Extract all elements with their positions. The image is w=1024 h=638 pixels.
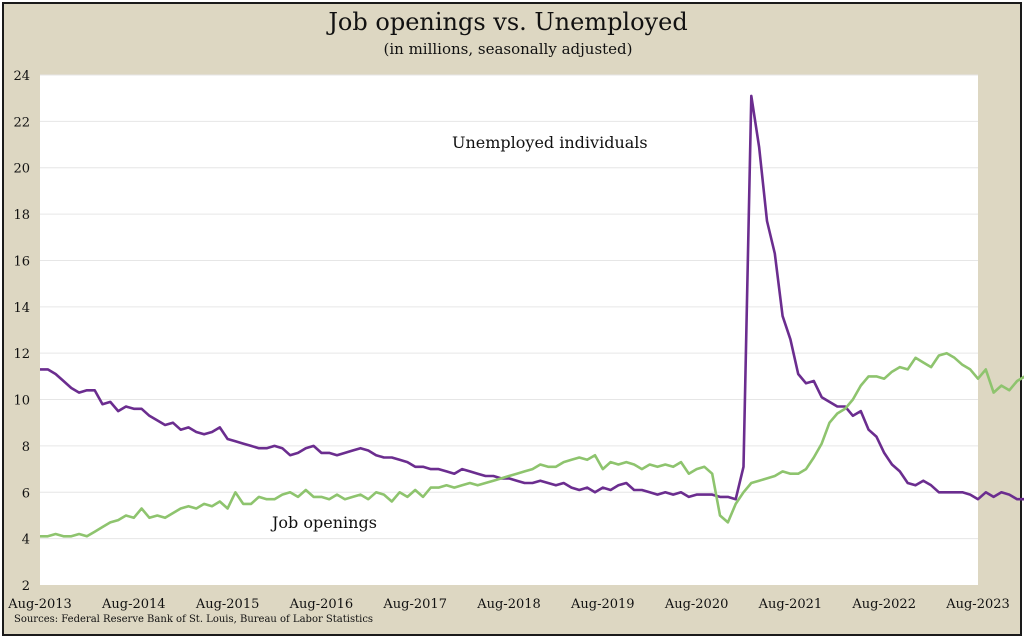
y-tick-label: 12 (13, 347, 30, 362)
x-tick-label: Aug-2013 (7, 597, 72, 612)
chart-subtitle: (in millions, seasonally adjusted) (383, 40, 633, 58)
y-tick-label: 6 (22, 486, 30, 501)
x-tick-label: Aug-2015 (195, 597, 260, 612)
y-tick-label: 20 (13, 162, 30, 177)
source-note: Sources: Federal Reserve Bank of St. Lou… (14, 614, 374, 625)
y-tick-label: 8 (22, 440, 30, 455)
x-tick-label: Aug-2021 (758, 597, 823, 612)
y-tick-label: 18 (13, 208, 30, 223)
y-tick-label: 14 (13, 301, 30, 316)
y-tick-label: 24 (13, 69, 30, 84)
x-tick-label: Aug-2016 (289, 597, 354, 612)
y-tick-label: 16 (13, 254, 30, 269)
annotation-job-openings: Job openings (270, 513, 377, 532)
y-tick-label: 2 (22, 579, 30, 594)
series-line-job-openings (40, 351, 1024, 538)
x-tick-label: Aug-2014 (101, 597, 166, 612)
x-tick-label: Aug-2022 (851, 597, 916, 612)
series-line-unemployed (40, 94, 1024, 501)
x-tick-label: Aug-2019 (570, 597, 635, 612)
chart-title: Job openings vs. Unemployed (328, 8, 688, 36)
x-tick-label: Aug-2017 (382, 597, 447, 612)
x-tick-label: Aug-2020 (664, 597, 729, 612)
x-axis-ticks: Aug-2013 Aug-2014 Aug-2015 Aug-2016 Aug-2017… (7, 597, 1010, 612)
x-tick-label: Aug-2023 (945, 597, 1010, 612)
annotation-unemployed: Unemployed individuals (452, 133, 648, 152)
y-tick-label: 22 (13, 115, 30, 130)
gridlines (40, 74, 978, 540)
y-tick-label: 4 (22, 533, 30, 548)
plot-area (40, 75, 978, 585)
x-tick-label: Aug-2018 (476, 597, 541, 612)
series-lines (40, 94, 1024, 538)
y-tick-label: 10 (13, 394, 30, 409)
